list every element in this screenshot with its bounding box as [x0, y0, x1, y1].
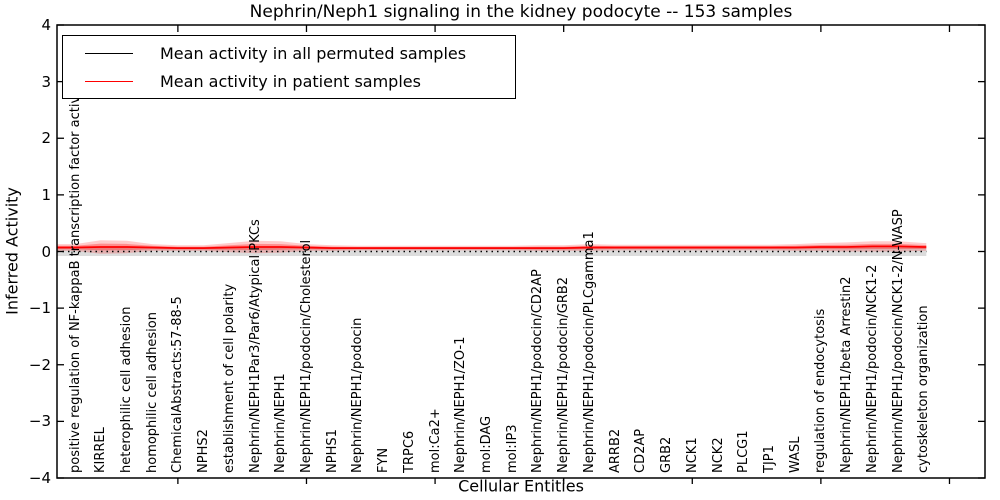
y-tick-label: 3: [41, 72, 51, 91]
y-tick-label: 1: [41, 185, 51, 204]
y-tick-label: −4: [28, 469, 51, 487]
y-tick-label: −3: [28, 412, 51, 431]
x-category-label: Nephrin/NEPH1/podocin: [350, 317, 366, 473]
y-tick-label: 0: [41, 242, 51, 261]
x-category-label: NPHS2: [196, 429, 212, 473]
x-category-label: heterophilic cell adhesion: [118, 306, 134, 474]
x-category-label: mol:DAG: [479, 415, 495, 473]
x-category-label: mol:Ca2+: [427, 408, 443, 473]
x-category-label: Nephrin/NEPH1Par3/Par6/Atypical PKCs: [247, 219, 263, 473]
x-axis-label: Cellular Entities: [458, 476, 584, 496]
x-category-label: Nephrin/NEPH1/ZO-1: [453, 336, 469, 473]
x-category-label: WASL: [787, 436, 803, 473]
x-category-label: NCK2: [710, 437, 726, 473]
x-category-label: positive regulation of NF-kappaB transcr…: [67, 79, 83, 473]
x-category-label: Nephrin/NEPH1: [273, 373, 289, 473]
chart-title: Nephrin/Neph1 signaling in the kidney po…: [249, 2, 793, 22]
patient-std-band-outer: [57, 240, 927, 254]
legend-line-permuted-icon: [85, 52, 133, 54]
y-tick-label: 2: [41, 129, 51, 148]
legend-label-patient: Mean activity in patient samples: [160, 71, 421, 91]
y-tick-label: −1: [28, 299, 51, 318]
x-category-label: Nephrin/NEPH1/beta Arrestin2: [839, 276, 855, 474]
legend-line-patient-icon: [85, 80, 133, 82]
patient-std-band-inner: [57, 243, 927, 251]
y-tick-label: −2: [28, 355, 51, 374]
x-category-label: regulation of endocytosis: [813, 308, 829, 473]
x-category-label: Nephrin/NEPH1/podocin/GRB2: [556, 276, 572, 473]
x-category-label: TJP1: [761, 445, 777, 473]
x-category-label: Nephrin/NEPH1/podocin/NCK1-2: [864, 264, 880, 473]
legend-entry-patient: Mean activity in patient samples: [63, 68, 515, 94]
legend-entry-permuted: Mean activity in all permuted samples: [63, 40, 515, 66]
legend-label-permuted: Mean activity in all permuted samples: [160, 43, 467, 63]
x-category-label: ChemicalAbstracts:57-88-5: [170, 296, 186, 473]
x-category-label: PLCG1: [736, 430, 752, 473]
x-category-label: Nephrin/NEPH1/podocin/NCK1-2/N-WASP: [890, 209, 906, 473]
y-tick-label: 4: [41, 16, 51, 34]
x-category-label: CD2AP: [633, 428, 649, 473]
x-category-label: ARRB2: [607, 428, 623, 473]
x-category-label: KIRREL: [93, 427, 109, 473]
x-category-label: TRPC6: [401, 430, 417, 473]
x-category-label: homophilic cell adhesion: [144, 312, 160, 473]
x-category-label: Nephrin/NEPH1/podocin/PLCgamma1: [581, 231, 597, 473]
x-category-label: NCK1: [684, 437, 700, 473]
x-category-label: FYN: [376, 447, 392, 473]
x-category-label: mol:IP3: [504, 424, 520, 473]
legend: Mean activity in all permuted samples Me…: [62, 35, 516, 99]
x-category-label: establishment of cell polarity: [221, 283, 237, 473]
x-category-label: Nephrin/NEPH1/podocin/CD2AP: [530, 269, 546, 473]
x-category-label: NPHS1: [324, 429, 340, 473]
patient-mean-line: [57, 245, 927, 249]
x-category-label: Nephrin/NEPH1/podocin/Cholesterol: [298, 239, 314, 473]
x-category-label: GRB2: [659, 436, 675, 473]
x-category-label: cytoskeleton organization: [916, 305, 932, 473]
